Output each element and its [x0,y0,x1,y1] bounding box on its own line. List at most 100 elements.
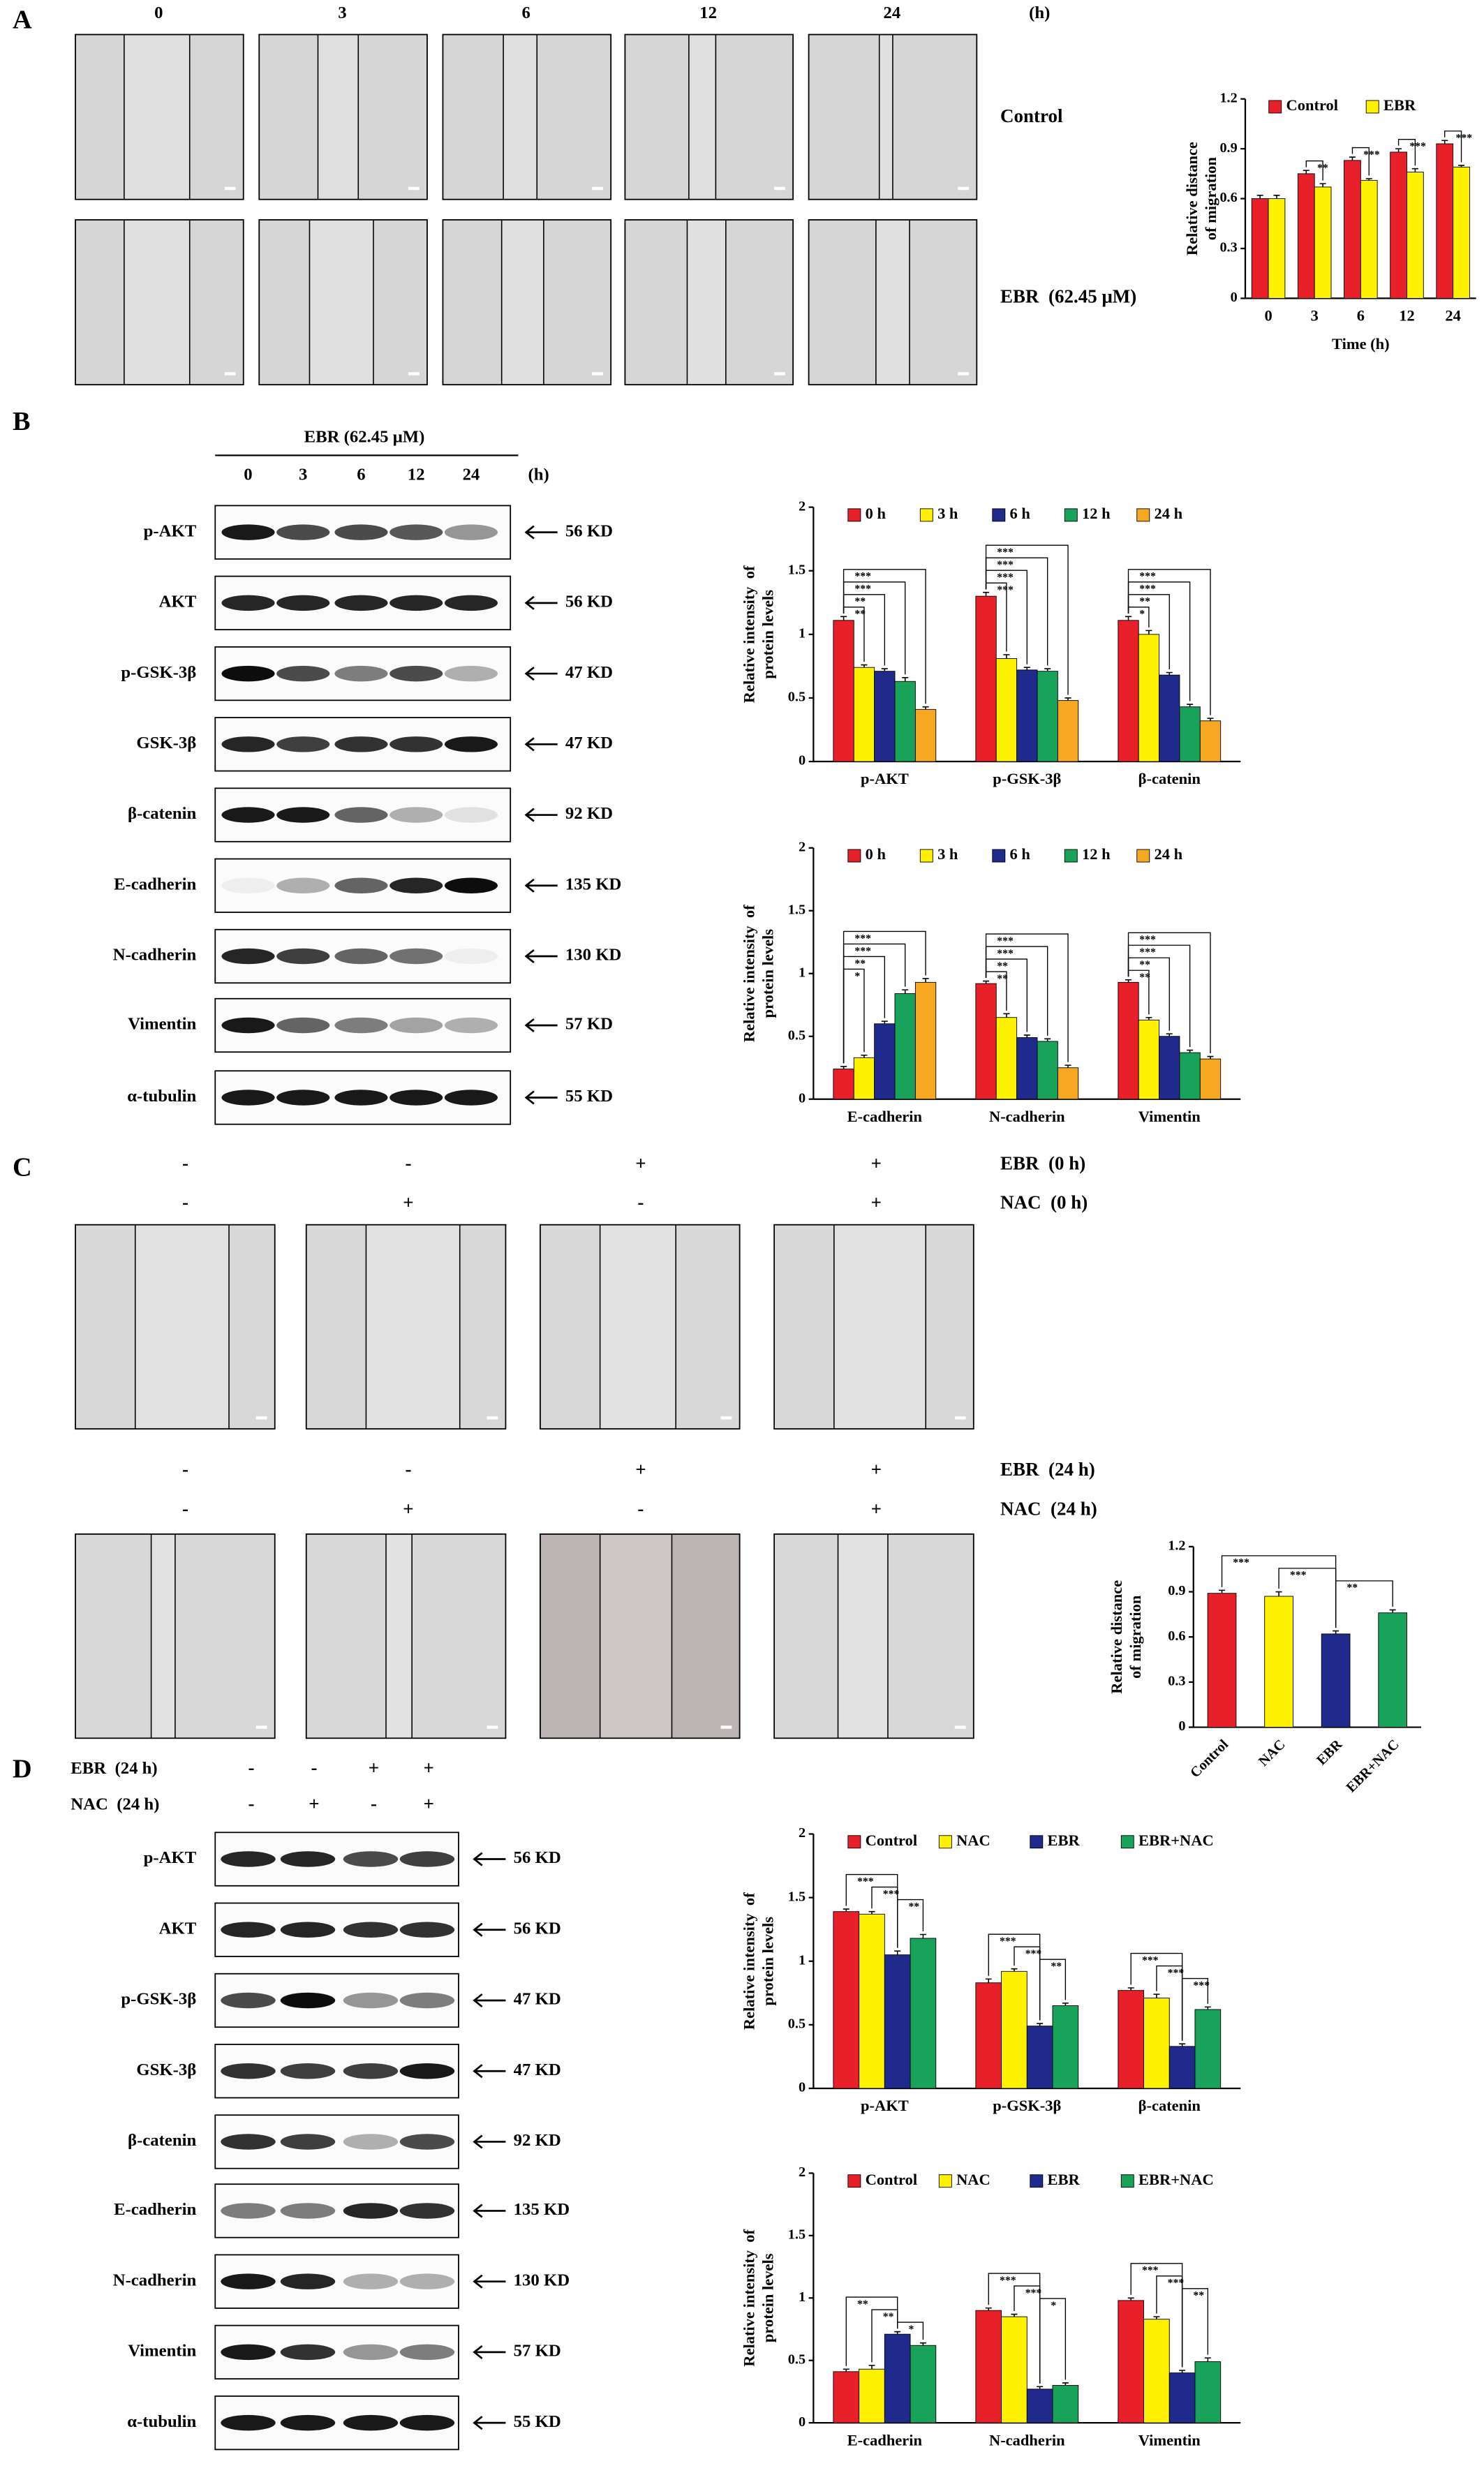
blot-band [221,2273,276,2289]
legend-swatch [992,508,1006,522]
panel-letter: A [13,5,32,34]
sign-label: + [369,1757,379,1778]
bar [1026,2389,1053,2423]
significance-label: *** [997,559,1014,571]
significance-label: *** [1139,571,1156,583]
error-bar [1023,1034,1030,1038]
y-tick-label: 1.5 [788,902,806,917]
bar [833,620,854,762]
size-label: 135 KD [514,2200,570,2219]
legend-label: 24 h [1155,505,1183,522]
error-bar [1389,1609,1396,1613]
legend-swatch [1268,100,1282,114]
size-label: 135 KD [565,875,621,893]
bar [1016,1037,1038,1100]
protein-label: β-catenin [128,804,196,823]
error-bar [1153,1993,1160,1998]
error-bar [1395,148,1402,152]
micrograph [305,1533,507,1739]
y-tick-label: 0 [1178,1718,1185,1734]
error-bar [1179,2370,1186,2373]
y-tick-label: 0.5 [788,2016,806,2032]
y-tick-label: 0.3 [1219,240,1237,255]
significance-label: *** [997,584,1014,596]
blot-band [444,877,498,894]
legend-swatch [1030,2174,1044,2188]
bar [1251,198,1269,299]
sign-label: + [871,1192,882,1213]
legend-label: EBR [1048,1832,1081,1849]
micrograph [75,219,244,386]
y-tick-label: 0.6 [1168,1628,1185,1644]
wound-gap [879,35,893,199]
significance-label: *** [997,547,1014,558]
scale-bar [408,372,420,376]
significance-label: *** [1000,1936,1016,1947]
wound-gap [366,1225,460,1429]
time-label: 0 [154,3,163,22]
significance-label: *** [1139,946,1156,958]
blot-band [276,948,330,965]
sign-label: + [424,1793,434,1814]
sign-label: - [311,1757,317,1778]
micrograph [442,219,612,386]
blot-band [221,2414,276,2431]
significance-label: ** [883,2311,894,2323]
sign-label: - [182,1498,188,1519]
y-tick-label: 0 [799,2080,806,2095]
significance-label: *** [1139,934,1156,946]
bar [1138,634,1160,762]
error-bar [902,989,909,994]
blot-band [444,807,498,823]
bar [1143,2319,1170,2423]
protein-label: p-AKT [144,521,197,540]
size-label: 56 KD [565,521,613,540]
arrow [524,878,558,893]
error-bar [1003,1013,1010,1018]
blot-band [399,1922,455,1938]
bar [1026,2026,1053,2089]
blot-band [389,1090,443,1106]
legend-label: EBR+NAC [1138,2171,1214,2188]
error-bar [1166,671,1173,676]
bar [1297,173,1315,299]
blot-band [221,595,275,611]
bar [833,1069,854,1100]
blot-band [399,2344,455,2361]
significance-label: *** [1139,584,1156,595]
sign-label: - [637,1498,644,1519]
blot-band [276,524,330,540]
y-axis-label: Relative distance [1183,142,1201,255]
significance-label: *** [1168,1967,1185,1979]
sign-label: + [871,1498,882,1519]
error-bar [843,1908,849,1912]
micrograph [624,34,794,200]
error-bar [1275,1591,1282,1597]
unit-label: (h) [528,465,549,484]
blot-band [280,2063,336,2079]
blot-band [399,1992,455,2009]
bar [1138,1019,1160,1100]
legend-label: NAC [956,2171,990,2188]
blot-band [389,524,443,540]
error-bar [983,980,990,984]
protein-label: GSK-3β [136,2060,196,2079]
significance-label: *** [883,1888,900,1900]
error-bar [894,1950,901,1955]
significance-label: *** [854,571,871,583]
error-bar [1044,1038,1051,1041]
x-tick-label: p-GSK-3β [993,770,1061,787]
significance-bracket [1181,2288,1209,2368]
protein-label: AKT [159,1919,197,1938]
bar [910,2345,937,2423]
y-tick-label: 0 [799,753,806,768]
error-bar [983,591,990,597]
legend-label: 24 h [1155,845,1183,863]
significance-label: ** [1139,959,1150,971]
significance-label: *** [1409,141,1426,153]
blot-band [444,595,498,611]
significance-bracket [985,933,1069,1062]
row-label: EBR (62.45 μM) [1000,286,1136,307]
bar [1194,2361,1222,2423]
legend-label: Control [1286,96,1338,114]
